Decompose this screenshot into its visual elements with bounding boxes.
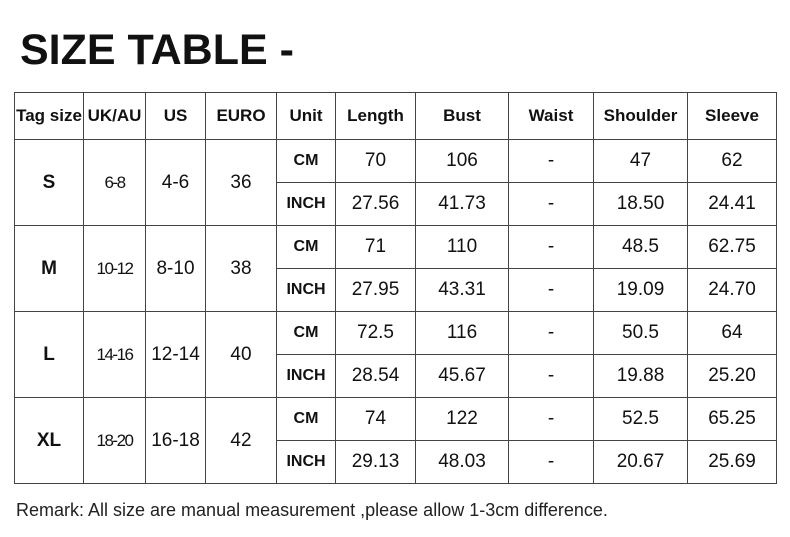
unit-cell: CM [276,311,336,355]
bust-cell: 116 [415,311,509,355]
table-row-inch: INCH 29.13 48.03-20.67 25.69 [15,440,777,484]
us-cell: 12-14 [145,311,206,398]
header-cell: Waist [508,92,594,140]
header-cell: Shoulder [593,92,688,140]
table-row-inch: INCH 28.54 45.67-19.88 25.20 [15,354,777,398]
bust-cell: 110 [415,225,509,269]
sleeve-cell: 64 [687,311,777,355]
tag-size-cell: L [14,311,84,398]
tag-size-cell: XL [14,397,84,484]
uk-au-cell: 18-20 [83,397,146,484]
unit-cell: INCH [276,440,336,484]
shoulder-cell: 50.5 [593,311,688,355]
bust-cell: 48.03 [415,440,509,484]
bust-cell: 106 [415,139,509,183]
unit-cell: INCH [276,268,336,312]
bust-cell: 41.73 [415,182,509,226]
remark-text: Remark: All size are manual measurement … [16,500,608,520]
sleeve-cell: 25.69 [687,440,777,484]
shoulder-cell: 48.5 [593,225,688,269]
uk-au-cell: 14-16 [83,311,146,398]
table-row-cm: S 6-8 4-6 36 CM 70 106-47 62 [14,139,777,226]
length-cell: 27.95 [335,268,416,312]
waist-cell: - [508,397,594,441]
shoulder-cell: 20.67 [593,440,688,484]
waist-cell: - [508,182,594,226]
header-cell: Tag size [14,92,84,140]
length-cell: 29.13 [335,440,416,484]
length-cell: 27.56 [335,182,416,226]
header-cell: Bust [415,92,509,140]
sleeve-cell: 24.70 [687,268,777,312]
waist-cell: - [508,311,594,355]
shoulder-cell: 19.88 [593,354,688,398]
shoulder-cell: 52.5 [593,397,688,441]
table-row-cm: L 14-16 12-14 40 CM 72.5 116-50.5 64 [14,311,777,398]
uk-au-cell: 6-8 [83,139,146,226]
waist-cell: - [508,354,594,398]
unit-cell: CM [276,397,336,441]
table-row-inch: INCH 27.56 41.73-18.50 24.41 [15,182,777,226]
waist-cell: - [508,225,594,269]
length-cell: 74 [335,397,416,441]
shoulder-cell: 19.09 [593,268,688,312]
euro-cell: 38 [205,225,277,312]
sleeve-cell: 24.41 [687,182,777,226]
unit-cell: CM [276,225,336,269]
header-cell: Length [335,92,416,140]
header-row: Tag size UK/AU US EURO Unit Length Bust … [14,92,777,140]
sleeve-cell: 62 [687,139,777,183]
unit-cell: CM [276,139,336,183]
header-cell: US [145,92,206,140]
euro-cell: 40 [205,311,277,398]
length-cell: 72.5 [335,311,416,355]
unit-cell: INCH [276,182,336,226]
us-cell: 4-6 [145,139,206,226]
bust-cell: 122 [415,397,509,441]
table-row-cm: M 10-12 8-10 38 CM 71 110-48.5 62.75 [14,225,777,312]
bust-cell: 43.31 [415,268,509,312]
sleeve-cell: 25.20 [687,354,777,398]
shoulder-cell: 18.50 [593,182,688,226]
length-cell: 71 [335,225,416,269]
size-table: Tag size UK/AU US EURO Unit Length Bust … [14,92,777,484]
shoulder-cell: 47 [593,139,688,183]
bust-cell: 45.67 [415,354,509,398]
tag-size-cell: S [14,139,84,226]
euro-cell: 42 [205,397,277,484]
euro-cell: 36 [205,139,277,226]
header-cell: UK/AU [83,92,146,140]
header-cell: Unit [276,92,336,140]
waist-cell: - [508,139,594,183]
sleeve-cell: 65.25 [687,397,777,441]
table-row-cm: XL 18-20 16-18 42 CM 74 122-52.5 65.25 [14,397,777,484]
unit-cell: INCH [276,354,336,398]
table-row-inch: INCH 27.95 43.31-19.09 24.70 [15,268,777,312]
waist-cell: - [508,268,594,312]
uk-au-cell: 10-12 [83,225,146,312]
page-title: SIZE TABLE - [20,26,294,74]
header-cell: EURO [205,92,277,140]
sleeve-cell: 62.75 [687,225,777,269]
us-cell: 16-18 [145,397,206,484]
length-cell: 70 [335,139,416,183]
header-cell: Sleeve [687,92,777,140]
length-cell: 28.54 [335,354,416,398]
tag-size-cell: M [14,225,84,312]
waist-cell: - [508,440,594,484]
us-cell: 8-10 [145,225,206,312]
